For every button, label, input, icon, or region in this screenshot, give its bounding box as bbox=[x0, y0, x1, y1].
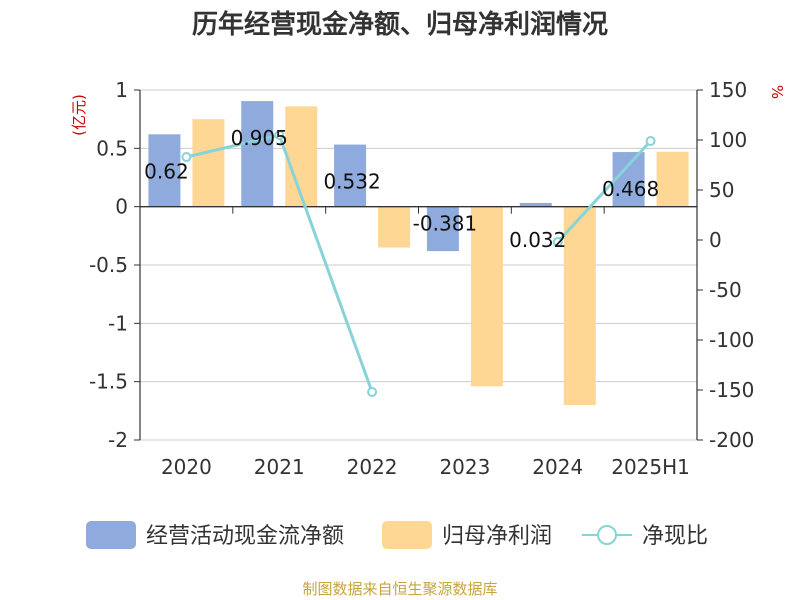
cashflow-data-label: -0.381 bbox=[413, 212, 477, 236]
right-tick-label: 150 bbox=[709, 78, 747, 102]
bar-cashflow bbox=[519, 202, 552, 207]
x-tick-label: 2023 bbox=[439, 455, 490, 479]
left-tick-label: 0.5 bbox=[96, 136, 128, 160]
x-tick-label: 2025H1 bbox=[611, 455, 690, 479]
legend-label: 归母净利润 bbox=[442, 524, 552, 549]
x-tick-label: 2020 bbox=[161, 455, 212, 479]
legend-swatch bbox=[86, 521, 136, 549]
bar-cashflow bbox=[334, 144, 367, 207]
right-tick-label: -150 bbox=[709, 378, 754, 402]
legend-marker bbox=[597, 525, 617, 545]
source-note: 制图数据来自恒生聚源数据库 bbox=[302, 580, 498, 598]
ratio-point bbox=[552, 237, 563, 247]
right-tick-label: 100 bbox=[709, 128, 747, 152]
bar-profit bbox=[192, 119, 225, 207]
bar-cashflow bbox=[612, 152, 645, 207]
legend-label: 经营活动现金流净额 bbox=[146, 524, 344, 549]
bar-profit bbox=[470, 206, 503, 387]
cashflow-data-label: 0.905 bbox=[231, 126, 288, 150]
left-tick-label: -2 bbox=[108, 428, 128, 452]
x-tick-label: 2021 bbox=[254, 455, 305, 479]
x-tick-label: 2024 bbox=[532, 455, 583, 479]
ratio-line-segment bbox=[556, 139, 652, 244]
bar-profit bbox=[656, 151, 689, 207]
bar-cashflow bbox=[241, 101, 274, 207]
right-axis-label: % bbox=[768, 85, 786, 99]
bar-cashflow bbox=[426, 206, 459, 252]
left-axis-label: (亿元) bbox=[70, 94, 88, 136]
left-tick-label: 1 bbox=[115, 78, 128, 102]
left-tick-label: 0 bbox=[115, 195, 128, 219]
bar-cashflow bbox=[148, 134, 181, 207]
ratio-point bbox=[367, 387, 378, 397]
bar-profit bbox=[378, 206, 411, 248]
left-tick-label: -0.5 bbox=[89, 253, 128, 277]
right-tick-label: -50 bbox=[709, 278, 742, 302]
ratio-point bbox=[274, 130, 285, 140]
cashflow-data-label: 0.62 bbox=[144, 159, 189, 183]
right-tick-label: 50 bbox=[709, 178, 734, 202]
right-tick-label: -100 bbox=[709, 328, 754, 352]
cashflow-data-label: 0.468 bbox=[602, 177, 659, 201]
bar-profit bbox=[563, 206, 596, 405]
chart-title: 历年经营现金净额、归母净利润情况 bbox=[191, 10, 608, 40]
right-tick-label: 0 bbox=[709, 228, 722, 252]
legend-swatch bbox=[382, 521, 432, 549]
legend-label: 净现比 bbox=[642, 524, 708, 549]
cashflow-data-label: 0.532 bbox=[323, 170, 380, 194]
ratio-point bbox=[181, 152, 192, 162]
left-tick-label: -1.5 bbox=[89, 370, 128, 394]
right-tick-label: -200 bbox=[709, 428, 754, 452]
bar-profit bbox=[285, 106, 318, 207]
left-tick-label: -1 bbox=[108, 311, 128, 335]
cashflow-data-label: 0.032 bbox=[509, 228, 566, 252]
x-tick-label: 2022 bbox=[347, 455, 398, 479]
ratio-point bbox=[645, 136, 656, 146]
